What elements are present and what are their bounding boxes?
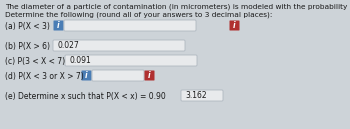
Text: i: i bbox=[148, 71, 151, 80]
Text: 3.162: 3.162 bbox=[185, 91, 206, 100]
Text: The diameter of a particle of contamination (in micrometers) is modeled with the: The diameter of a particle of contaminat… bbox=[5, 3, 350, 10]
FancyBboxPatch shape bbox=[230, 21, 239, 30]
Text: (a) P(X < 3): (a) P(X < 3) bbox=[5, 22, 50, 31]
Text: i: i bbox=[57, 21, 60, 30]
Text: (c) P(3 < X < 7): (c) P(3 < X < 7) bbox=[5, 57, 65, 66]
FancyBboxPatch shape bbox=[65, 55, 197, 66]
Text: (d) P(X < 3 or X > 7): (d) P(X < 3 or X > 7) bbox=[5, 72, 84, 81]
Text: 0.091: 0.091 bbox=[69, 56, 91, 65]
FancyBboxPatch shape bbox=[181, 90, 223, 101]
FancyBboxPatch shape bbox=[92, 70, 144, 81]
Text: i: i bbox=[85, 71, 88, 80]
FancyBboxPatch shape bbox=[64, 20, 196, 31]
Text: 0.027: 0.027 bbox=[57, 41, 79, 50]
FancyBboxPatch shape bbox=[145, 71, 154, 80]
Text: (b) P(X > 6): (b) P(X > 6) bbox=[5, 42, 50, 51]
FancyBboxPatch shape bbox=[53, 40, 185, 51]
FancyBboxPatch shape bbox=[54, 21, 63, 30]
Text: (e) Determine x such that P(X < x) = 0.90: (e) Determine x such that P(X < x) = 0.9… bbox=[5, 92, 166, 101]
Text: i: i bbox=[233, 21, 236, 30]
FancyBboxPatch shape bbox=[82, 71, 91, 80]
Text: Determine the following (round all of your answers to 3 decimal places):: Determine the following (round all of yo… bbox=[5, 11, 272, 18]
